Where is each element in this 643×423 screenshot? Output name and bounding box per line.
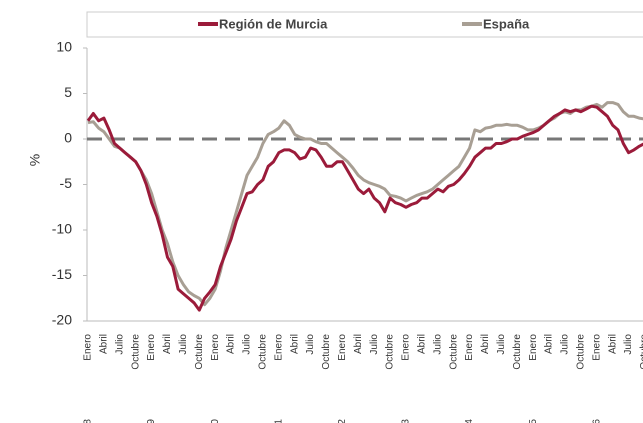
x-tick-label: Abril	[417, 334, 428, 354]
x-tick-label: Julio	[242, 334, 253, 355]
x-tick-label: Abril	[289, 334, 300, 354]
year-label: 2010	[210, 419, 221, 423]
y-tick-label: -10	[52, 221, 72, 237]
x-tick-label: Enero	[591, 334, 602, 361]
x-tick-label: Octubre	[194, 334, 205, 370]
x-tick-label: Julio	[496, 334, 507, 355]
legend-box	[86, 11, 643, 38]
x-tick-label: Octubre	[385, 334, 396, 370]
year-label: 2015	[528, 419, 539, 423]
x-tick-label: Julio	[178, 334, 189, 355]
x-tick-label: Abril	[226, 334, 237, 354]
x-tick-label: Julio	[623, 334, 634, 355]
year-label: 2013	[401, 419, 412, 423]
x-tick-label: Abril	[162, 334, 173, 354]
x-tick-label: Julio	[305, 334, 316, 355]
y-tick-label: -5	[60, 175, 73, 191]
y-axis-label: %	[27, 154, 43, 166]
x-tick-label: Abril	[607, 334, 618, 354]
year-label: 2008	[83, 419, 94, 423]
y-tick-label: 5	[64, 84, 72, 100]
series-line	[86, 104, 643, 312]
x-tick-label: Octubre	[639, 334, 643, 370]
y-tick-label: -20	[52, 312, 72, 328]
y-tick-label: -15	[52, 266, 72, 282]
x-tick-label: Julio	[369, 334, 380, 355]
x-tick-label: Julio	[432, 334, 443, 355]
year-label: 2012	[337, 419, 348, 423]
x-tick-label: Abril	[544, 334, 555, 354]
x-tick-label: Julio	[114, 334, 125, 355]
x-tick-label: Enero	[210, 334, 221, 361]
series-line	[87, 101, 643, 307]
x-tick-label: Octubre	[576, 334, 587, 370]
year-label: 2016	[591, 419, 602, 423]
x-tick-label: Octubre	[448, 334, 459, 370]
legend-label: España	[483, 16, 530, 31]
x-tick-label: Enero	[273, 334, 284, 361]
x-tick-label: Enero	[401, 334, 412, 361]
x-tick-label: Octubre	[321, 334, 332, 370]
year-label: 2011	[273, 419, 284, 423]
x-tick-label: Enero	[337, 334, 348, 361]
x-tick-label: Julio	[560, 334, 571, 355]
x-tick-label: Enero	[83, 334, 94, 361]
y-tick-label: 10	[56, 39, 72, 55]
x-tick-label: Octubre	[258, 334, 269, 370]
x-tick-label: Octubre	[130, 334, 141, 370]
x-tick-label: Abril	[480, 334, 491, 354]
x-tick-label: Abril	[353, 334, 364, 354]
year-label: 2009	[146, 419, 157, 423]
x-tick-label: Enero	[528, 334, 539, 361]
x-tick-label: Enero	[464, 334, 475, 361]
x-tick-label: Octubre	[512, 334, 523, 370]
x-tick-label: Abril	[99, 334, 110, 354]
year-label: 2014	[464, 419, 475, 423]
y-tick-label: 0	[64, 130, 72, 146]
x-tick-label: Enero	[146, 334, 157, 361]
legend-label: Región de Murcia	[219, 16, 328, 31]
